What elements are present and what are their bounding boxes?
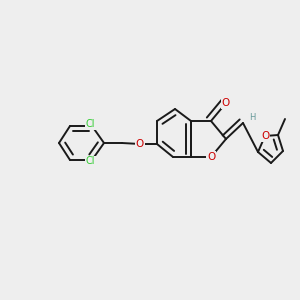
Text: O: O bbox=[207, 152, 215, 162]
Text: O: O bbox=[222, 98, 230, 108]
Text: Cl: Cl bbox=[86, 157, 95, 166]
Text: H: H bbox=[250, 113, 256, 122]
Text: O: O bbox=[261, 131, 269, 141]
Text: Cl: Cl bbox=[86, 119, 95, 130]
Text: O: O bbox=[136, 139, 144, 149]
